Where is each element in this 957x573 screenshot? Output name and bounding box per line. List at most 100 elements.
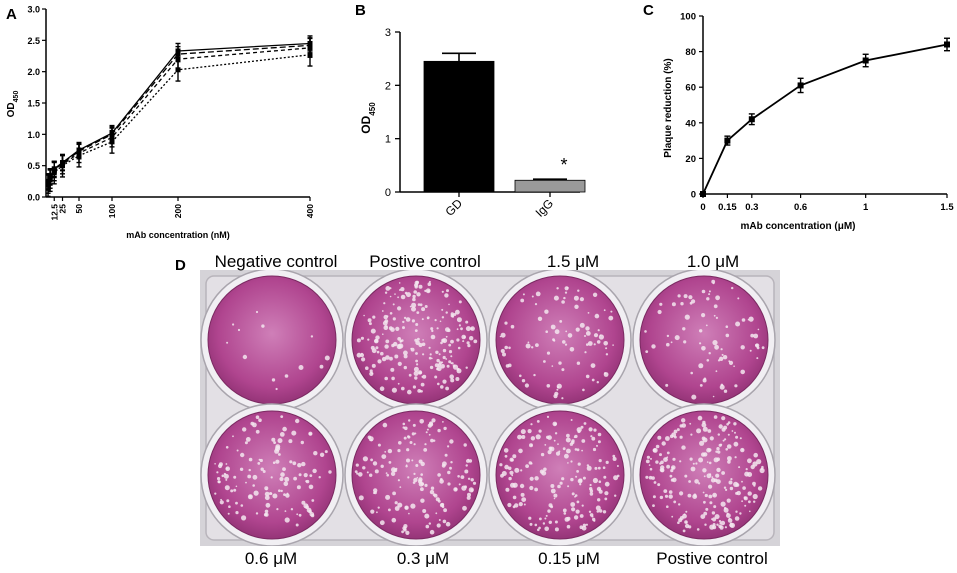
plaque bbox=[500, 332, 506, 338]
plaque bbox=[679, 491, 684, 496]
plaque bbox=[695, 462, 698, 465]
plaque bbox=[548, 503, 553, 508]
plaque bbox=[407, 389, 412, 395]
chart-b: 0 1 2 3 OD450 GD IgG * bbox=[359, 27, 586, 220]
plaque bbox=[558, 361, 562, 365]
plaque bbox=[690, 433, 693, 436]
plaque bbox=[435, 350, 439, 354]
plaque bbox=[678, 518, 683, 523]
plaque bbox=[445, 311, 448, 314]
plaque bbox=[385, 286, 391, 291]
plaque bbox=[214, 492, 217, 495]
plaque bbox=[421, 376, 424, 378]
plaque bbox=[544, 517, 547, 520]
plaque bbox=[403, 365, 407, 370]
plaque bbox=[721, 416, 726, 421]
plaque bbox=[738, 466, 741, 469]
plaque bbox=[392, 303, 395, 306]
plaque bbox=[505, 364, 510, 368]
plaque bbox=[275, 444, 281, 449]
plaque bbox=[412, 423, 416, 427]
plaque bbox=[704, 493, 708, 498]
plaque bbox=[431, 329, 434, 333]
plaque bbox=[557, 443, 559, 445]
data-point bbox=[944, 41, 950, 48]
plaque bbox=[282, 426, 287, 432]
plaque bbox=[390, 471, 396, 476]
data-point bbox=[724, 137, 731, 144]
plaque bbox=[716, 467, 721, 473]
well bbox=[495, 410, 625, 540]
plaque bbox=[574, 448, 578, 451]
plaque bbox=[416, 363, 419, 366]
plaque bbox=[385, 494, 391, 500]
plaque bbox=[518, 502, 523, 507]
plaque bbox=[310, 513, 315, 518]
plaque bbox=[575, 475, 578, 478]
plaque bbox=[539, 469, 544, 474]
plaque bbox=[592, 292, 598, 297]
plaque bbox=[397, 479, 400, 482]
plaque bbox=[713, 304, 718, 309]
plaque bbox=[712, 395, 715, 398]
plaque bbox=[432, 493, 436, 497]
plaque bbox=[534, 487, 538, 492]
plaque bbox=[701, 346, 706, 351]
plaque bbox=[749, 510, 751, 513]
plaque bbox=[420, 498, 425, 503]
plaque bbox=[737, 297, 740, 300]
plaque bbox=[395, 467, 398, 470]
plaque bbox=[440, 341, 443, 345]
x-tick-label: 50 bbox=[74, 204, 84, 214]
plaque bbox=[455, 309, 460, 315]
plaque bbox=[403, 436, 407, 440]
plaque bbox=[512, 495, 517, 500]
data-point bbox=[51, 170, 57, 176]
plaque bbox=[706, 461, 709, 463]
plaque bbox=[610, 310, 613, 313]
plaque bbox=[576, 500, 580, 504]
plaque bbox=[417, 303, 421, 306]
plaque bbox=[447, 482, 451, 486]
plaque bbox=[463, 443, 467, 447]
plaque bbox=[761, 465, 764, 469]
plaque bbox=[682, 529, 686, 533]
plaque bbox=[603, 372, 609, 377]
plaque bbox=[446, 364, 450, 368]
plaque bbox=[413, 371, 419, 376]
plaque bbox=[473, 339, 478, 344]
plaque bbox=[519, 374, 522, 378]
plaque bbox=[555, 451, 561, 456]
plaque bbox=[425, 524, 430, 529]
plaque bbox=[701, 422, 707, 428]
plaque bbox=[585, 331, 591, 336]
plaque bbox=[464, 485, 467, 489]
plaque bbox=[391, 517, 397, 523]
plaque bbox=[570, 460, 573, 463]
data-point bbox=[700, 191, 706, 197]
plaque bbox=[355, 463, 359, 467]
plaque bbox=[706, 297, 710, 301]
plaque bbox=[756, 357, 759, 360]
plaque bbox=[292, 461, 297, 466]
plaque bbox=[719, 522, 722, 525]
plaque bbox=[689, 422, 692, 425]
plaque bbox=[571, 507, 576, 512]
plaque bbox=[428, 346, 431, 349]
plaque bbox=[579, 525, 584, 529]
plaque bbox=[712, 282, 715, 285]
plaque bbox=[273, 441, 276, 444]
plaque bbox=[576, 361, 581, 365]
plaque bbox=[589, 483, 592, 487]
y-tick-label: 0 bbox=[691, 190, 696, 201]
plaque bbox=[499, 463, 503, 467]
plaque bbox=[701, 452, 706, 457]
plaque bbox=[411, 302, 417, 308]
plaque bbox=[414, 280, 419, 285]
plaque bbox=[594, 466, 598, 470]
plaque bbox=[659, 302, 663, 306]
plaque bbox=[567, 485, 570, 488]
plaque bbox=[521, 379, 526, 383]
plaque bbox=[421, 307, 426, 312]
plate-label-top-2: Postive control bbox=[369, 252, 481, 271]
